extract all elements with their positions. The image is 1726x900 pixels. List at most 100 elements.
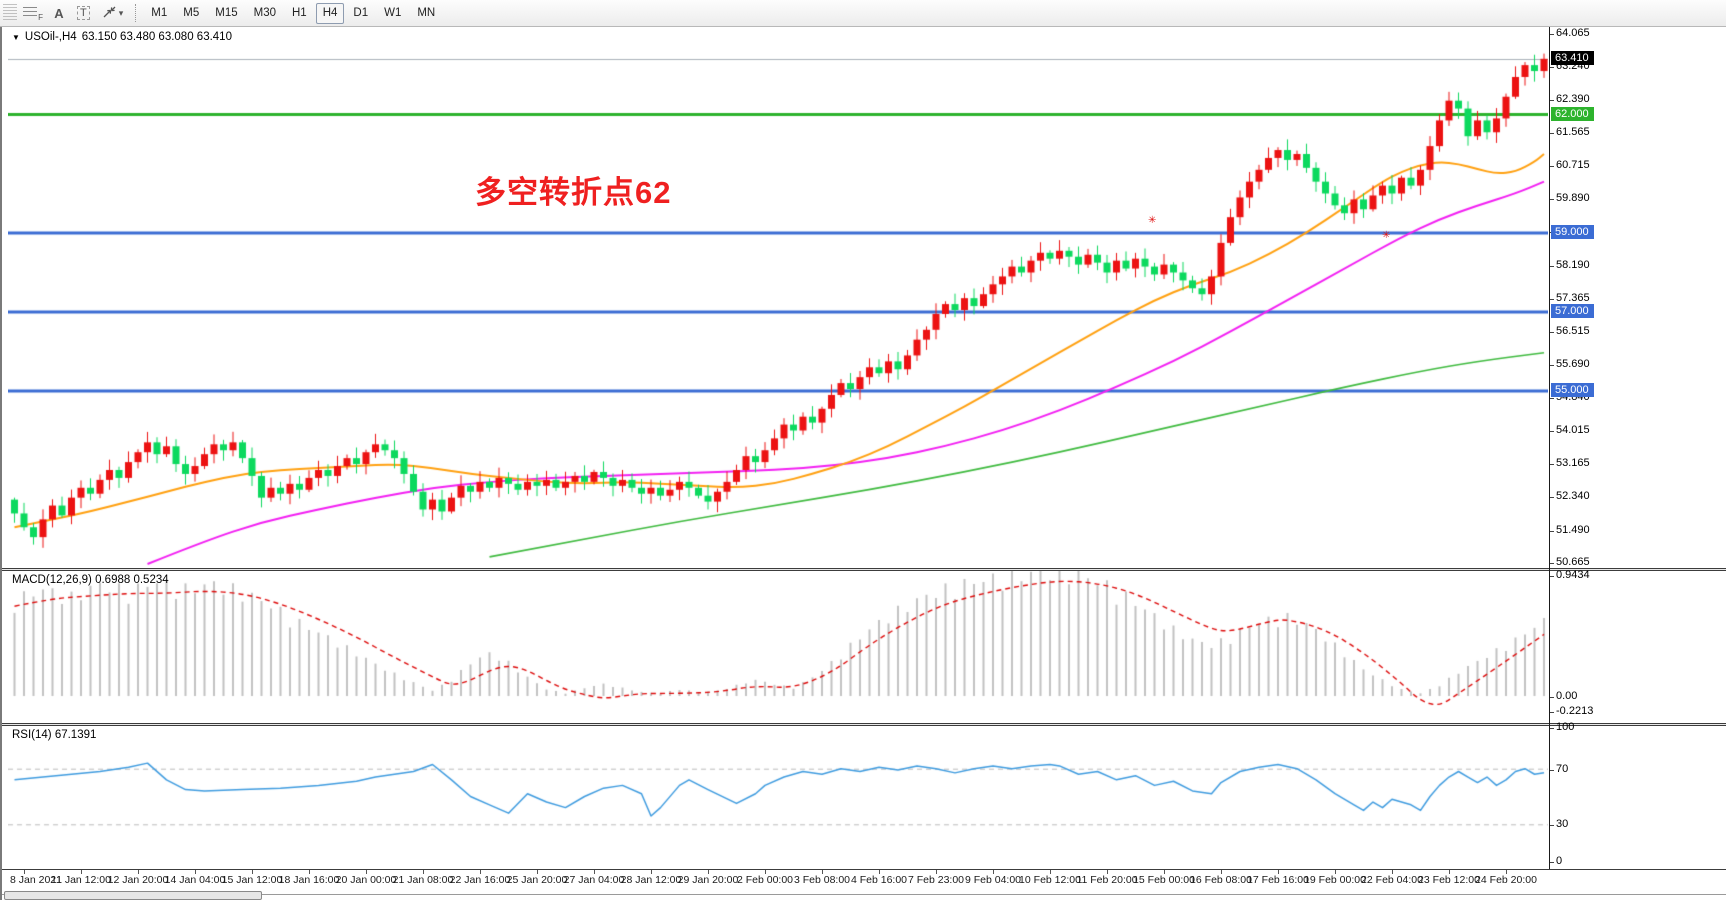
rsi-tick: 100 <box>1549 721 1575 733</box>
price-tick: 50.665 <box>1550 556 1590 569</box>
time-tick <box>1506 870 1507 874</box>
rsi-tick: 70 <box>1549 762 1569 775</box>
time-label: 17 Feb 16:00 <box>1247 874 1309 886</box>
price-tick: 64.065 <box>1550 26 1590 39</box>
triangle-down-icon[interactable]: ▼ <box>12 32 20 42</box>
price-tick: 60.715 <box>1550 159 1590 172</box>
level-price-label: 62.000 <box>1551 106 1594 121</box>
trade-marker: ✳ <box>1148 215 1157 226</box>
toolbar: F A T ▾ M1 M5 M15 M30 H1 H4 D1 W1 MN <box>0 0 1726 27</box>
macd-canvas[interactable] <box>8 571 1548 723</box>
chart-title: ▼ USOil-,H4 63.150 63.480 63.080 63.410 <box>12 31 232 43</box>
time-label: 7 Feb 23:00 <box>907 874 965 886</box>
price-tick: 62.390 <box>1550 93 1590 106</box>
macd-axis: 0.9434 0.00 -0.2213 <box>1549 569 1726 723</box>
price-tick: 61.565 <box>1550 125 1590 138</box>
fibonacci-tool-button[interactable]: F <box>18 3 46 24</box>
timeframe-button-h1[interactable]: H1 <box>291 7 307 19</box>
time-label: 3 Feb 08:00 <box>793 874 851 886</box>
time-tick <box>81 870 82 874</box>
text-icon: A <box>54 5 64 21</box>
price-panel: ▼ USOil-,H4 63.150 63.480 63.080 63.410 … <box>2 27 1726 568</box>
chart-annotation: 多空转折点62 <box>475 175 672 210</box>
time-label: 10 Feb 12:00 <box>1019 874 1081 886</box>
price-chart-canvas[interactable] <box>8 27 1548 568</box>
price-tick: 55.690 <box>1550 357 1590 370</box>
current-price-label: 63.410 <box>1551 50 1594 65</box>
time-tick <box>366 870 367 874</box>
timeframe-button-w1[interactable]: W1 <box>384 7 402 19</box>
time-label: 25 Jan 20:00 <box>506 874 568 886</box>
timeframe-button-m5[interactable]: M5 <box>183 7 200 19</box>
panel-splitter[interactable] <box>2 723 1726 726</box>
timeframe-button-m15[interactable]: M15 <box>215 7 238 19</box>
timeframe-button-d1[interactable]: D1 <box>353 7 369 19</box>
time-label: 4 Feb 16:00 <box>850 874 908 886</box>
level-price-label: 55.000 <box>1551 383 1594 397</box>
plot-right-border <box>1549 27 1550 889</box>
macd-label: MACD(12,26,9) 0.6988 0.5234 <box>12 574 169 586</box>
time-tick <box>879 870 880 874</box>
price-tick: 58.190 <box>1550 258 1590 271</box>
timeframe-button-h4[interactable]: H4 <box>315 2 345 24</box>
price-tick: 56.515 <box>1550 325 1590 338</box>
horizontal-scrollbar <box>2 891 1726 900</box>
toolbar-grip[interactable] <box>3 4 17 22</box>
time-label: 23 Feb 12:00 <box>1418 874 1480 886</box>
level-price-label: 57.000 <box>1551 304 1594 318</box>
time-tick <box>252 870 253 874</box>
text-label-tool-button[interactable]: T <box>72 3 95 24</box>
scrollbar-track[interactable] <box>2 894 1726 895</box>
time-label: 15 Feb 00:00 <box>1133 874 1195 886</box>
rsi-tick: 0 <box>1549 855 1563 867</box>
time-label: 22 Jan 16:00 <box>449 874 511 886</box>
time-label: 9 Feb 04:00 <box>964 874 1022 886</box>
time-tick <box>195 870 196 874</box>
toolbar-separator <box>135 4 137 22</box>
time-label: 11 Feb 20:00 <box>1076 874 1138 886</box>
time-axis: 8 Jan 2021 11 Jan 12:00 12 Jan 20:00 14 Jan… <box>2 869 1726 891</box>
rsi-canvas[interactable] <box>8 726 1548 869</box>
time-label: 2 Feb 00:00 <box>736 874 794 886</box>
time-tick <box>1164 870 1165 874</box>
text-tool-button[interactable]: A <box>48 3 70 24</box>
rsi-label: RSI(14) 67.1391 <box>12 729 97 741</box>
time-tick <box>138 870 139 874</box>
time-tick <box>537 870 538 874</box>
time-tick <box>1050 870 1051 874</box>
chart-window: ▼ USOil-,H4 63.150 63.480 63.080 63.410 … <box>0 27 1726 900</box>
time-label: 28 Jan 12:00 <box>620 874 682 886</box>
panel-splitter[interactable] <box>2 568 1726 571</box>
time-label: 12 Jan 20:00 <box>107 874 169 886</box>
price-tick: 54.015 <box>1550 423 1590 436</box>
arrows-tool-button[interactable]: ▾ <box>97 3 129 24</box>
time-tick <box>24 870 25 874</box>
level-price-label: 59.000 <box>1551 225 1594 239</box>
timeframe-button-m1[interactable]: M1 <box>151 7 168 19</box>
time-tick <box>822 870 823 874</box>
time-label: 29 Jan 20:00 <box>677 874 739 886</box>
fibonacci-icon: F <box>23 6 43 22</box>
arrows-icon <box>102 5 117 22</box>
time-tick <box>1449 870 1450 874</box>
macd-tick: -0.2213 <box>1549 705 1594 717</box>
time-label: 8 Jan 2021 <box>10 874 62 886</box>
rsi-axis: 100 70 30 0 <box>1549 721 1726 869</box>
scrollbar-thumb[interactable] <box>4 891 262 900</box>
time-label: 21 Jan 08:00 <box>392 874 454 886</box>
time-tick <box>480 870 481 874</box>
timeframe-button-m30[interactable]: M30 <box>253 7 276 19</box>
time-label: 14 Jan 04:00 <box>164 874 226 886</box>
time-label: 16 Feb 08:00 <box>1190 874 1252 886</box>
time-tick <box>651 870 652 874</box>
symbol-period: USOil-,H4 <box>24 31 77 43</box>
rsi-panel: RSI(14) 67.1391 100 70 30 0 <box>2 721 1726 869</box>
price-tick: 59.890 <box>1550 191 1590 204</box>
time-tick <box>1107 870 1108 874</box>
price-tick: 57.365 <box>1550 291 1590 304</box>
timeframe-button-mn[interactable]: MN <box>417 7 436 19</box>
price-tick: 52.340 <box>1550 490 1590 503</box>
time-label: 18 Jan 16:00 <box>278 874 340 886</box>
chevron-down-icon[interactable]: ▾ <box>118 7 124 18</box>
price-axis: 64.06563.24062.39061.56560.71559.89059.0… <box>1550 27 1726 568</box>
